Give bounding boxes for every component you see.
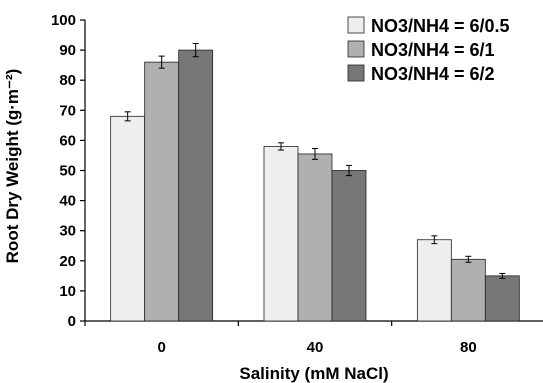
y-axis-ticks: 0 10 20 30 40 50 60 70 80 90 100 xyxy=(51,12,85,330)
y-tick-label: 80 xyxy=(59,72,76,89)
bar xyxy=(450,258,486,322)
y-tick-label: 0 xyxy=(68,313,76,330)
y-tick-label: 10 xyxy=(59,283,76,300)
bar xyxy=(331,170,367,322)
bar xyxy=(110,115,146,322)
x-tick-label: 0 xyxy=(157,339,165,356)
bar xyxy=(144,61,180,322)
legend-swatch xyxy=(347,64,365,82)
x-axis-title: Salinity (mM NaCl) xyxy=(239,364,388,383)
y-tick-label: 90 xyxy=(59,42,76,59)
y-tick-label: 30 xyxy=(59,223,76,240)
y-tick-label: 60 xyxy=(59,132,76,149)
y-tick-label: 50 xyxy=(59,163,76,180)
y-tick-label: 70 xyxy=(59,102,76,119)
bar xyxy=(297,153,333,322)
y-tick-label: 20 xyxy=(59,253,76,270)
legend-label: NO3/NH4 = 6/0.5 xyxy=(371,16,510,36)
bar xyxy=(178,49,214,322)
x-axis-ticks: 0 40 80 xyxy=(84,321,477,356)
y-tick-label: 40 xyxy=(59,193,76,210)
plot-area xyxy=(84,20,543,322)
legend: NO3/NH4 = 6/0.5 NO3/NH4 = 6/1 NO3/NH4 = 6/… xyxy=(347,16,510,84)
y-tick-label: 100 xyxy=(51,12,76,29)
bar xyxy=(416,239,452,322)
x-tick-label: 80 xyxy=(460,339,477,356)
bar xyxy=(263,146,299,322)
y-axis-title: Root Dry Weight (g·m⁻²) xyxy=(3,69,22,264)
legend-swatch xyxy=(347,16,365,34)
legend-label: NO3/NH4 = 6/1 xyxy=(371,40,495,60)
x-tick-label: 40 xyxy=(307,339,324,356)
bar xyxy=(484,275,520,322)
legend-swatch xyxy=(347,40,365,58)
legend-label: NO3/NH4 = 6/2 xyxy=(371,64,495,84)
